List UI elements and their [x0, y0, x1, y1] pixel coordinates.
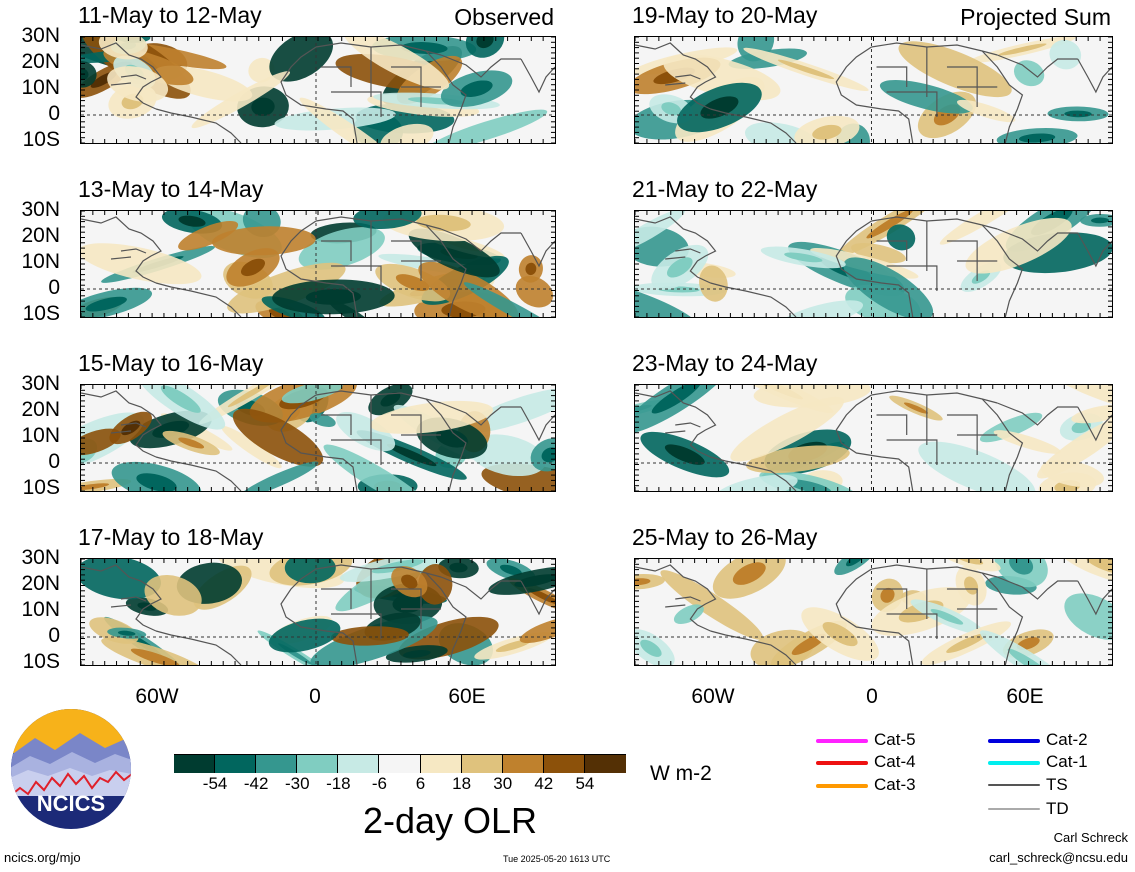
lon-label: 60E	[1006, 685, 1044, 708]
lat-label: 10N	[21, 250, 60, 273]
panel-title-p4: 21-May to 22-May	[632, 176, 818, 202]
olr-anomaly-field	[81, 37, 555, 143]
colorbar-tick-label: 42	[534, 774, 554, 793]
lat-label: 20N	[21, 224, 60, 247]
legend-line-cat-2	[988, 739, 1040, 743]
olr-anomaly-field	[635, 559, 1112, 665]
lat-label: 0	[48, 450, 60, 473]
colorbar-tick-label: -6	[371, 774, 388, 793]
lon-label: 60E	[448, 685, 486, 708]
colorbar-swatch	[379, 755, 421, 773]
logo-text: NCICS	[37, 791, 105, 816]
olr-anomaly-field	[81, 559, 555, 665]
olr-map-p2	[634, 36, 1113, 144]
olr-anomaly-field	[81, 385, 555, 491]
olr-map-p3	[80, 210, 556, 318]
footer-timestamp: Tue 2025-05-20 1613 UTC	[503, 854, 611, 864]
olr-map-p7	[80, 558, 556, 666]
olr-anomaly-field	[635, 211, 1112, 317]
olr-anomaly-field	[635, 37, 1112, 143]
lat-label: 0	[48, 276, 60, 299]
colorbar-swatch	[584, 755, 626, 773]
lat-label: 20N	[21, 572, 60, 595]
lat-label: 30N	[21, 546, 60, 569]
ncics-logo: NCICS	[10, 708, 132, 830]
legend-label-cat-4: Cat-4	[874, 752, 916, 771]
lat-label: 30N	[21, 198, 60, 221]
panel-title-p7: 17-May to 18-May	[78, 524, 264, 550]
legend-line-ts	[988, 784, 1040, 786]
legend-line-cat-1	[988, 761, 1040, 765]
colorbar-swatch	[543, 755, 585, 773]
olr-map-p1	[80, 36, 556, 144]
legend-label-ts: TS	[1046, 775, 1068, 794]
lat-label: 10S	[22, 128, 60, 151]
colorbar-tick-label: -42	[243, 774, 269, 793]
olr-anomaly-field	[635, 385, 1112, 491]
lon-label: 60W	[691, 685, 735, 708]
lat-label: 10N	[21, 76, 60, 99]
legend-label-cat-3: Cat-3	[874, 775, 916, 794]
colorbar-tick-label: 18	[452, 774, 472, 793]
panel-title-p5: 15-May to 16-May	[78, 350, 264, 376]
panel-title-p6: 23-May to 24-May	[632, 350, 818, 376]
lat-label: 30N	[21, 372, 60, 395]
colorbar	[174, 754, 626, 773]
colorbar-swatch	[502, 755, 544, 773]
lon-label: 0	[309, 685, 321, 708]
colorbar-swatch	[338, 755, 380, 773]
lat-label: 30N	[21, 24, 60, 47]
panel-subtitle-p2: Projected Sum	[960, 4, 1111, 30]
ncics-logo-graphic: NCICS	[11, 709, 131, 829]
lon-label: 60W	[135, 685, 179, 708]
olr-map-p5	[80, 384, 556, 492]
lat-label: 20N	[21, 50, 60, 73]
legend-label-cat-2: Cat-2	[1046, 730, 1088, 749]
panel-title-p3: 13-May to 14-May	[78, 176, 264, 202]
colorbar-tick-label: 30	[493, 774, 513, 793]
panel-title-p2: 19-May to 20-May	[632, 2, 818, 28]
legend-line-cat-5	[816, 739, 868, 743]
footer-site: ncics.org/mjo	[4, 850, 81, 865]
colorbar-swatch	[461, 755, 503, 773]
colorbar-tick-label: -30	[284, 774, 310, 793]
colorbar-swatch	[174, 755, 216, 773]
legend-line-cat-3	[816, 784, 868, 788]
legend-label-cat-5: Cat-5	[874, 730, 916, 749]
lat-label: 20N	[21, 398, 60, 421]
colorbar-swatch	[256, 755, 298, 773]
lat-label: 0	[48, 102, 60, 125]
olr-map-p6	[634, 384, 1113, 492]
legend-line-cat-4	[816, 761, 868, 765]
lat-label: 0	[48, 624, 60, 647]
colorbar-swatch	[297, 755, 339, 773]
colorbar-tick-label: -18	[326, 774, 351, 793]
panel-subtitle-p1: Observed	[454, 4, 554, 30]
lat-label: 10N	[21, 598, 60, 621]
lat-label: 10N	[21, 424, 60, 447]
legend-label-cat-1: Cat-1	[1046, 752, 1088, 771]
colorbar-title: 2-day OLR	[362, 800, 538, 841]
panel-title-p1: 11-May to 12-May	[78, 2, 262, 28]
lat-label: 10S	[22, 476, 60, 499]
lon-label: 0	[866, 685, 878, 708]
legend-line-td	[988, 808, 1040, 810]
colorbar-tick-label: 54	[575, 774, 595, 793]
footer-author: Carl Schreck	[1053, 830, 1128, 845]
olr-anomaly-field	[81, 211, 555, 317]
colorbar-swatch	[215, 755, 257, 773]
olr-map-p4	[634, 210, 1113, 318]
legend-label-td: TD	[1046, 799, 1069, 818]
olr-map-p8	[634, 558, 1113, 666]
colorbar-swatch	[420, 755, 462, 773]
footer-email: carl_schreck@ncsu.edu	[989, 850, 1128, 865]
colorbar-tick-label: -54	[202, 774, 228, 793]
colorbar-tick-label: 6	[415, 774, 426, 793]
lat-label: 10S	[22, 302, 60, 325]
panel-title-p8: 25-May to 26-May	[632, 524, 818, 550]
lat-label: 10S	[22, 650, 60, 673]
colorbar-units: W m-2	[650, 762, 712, 785]
